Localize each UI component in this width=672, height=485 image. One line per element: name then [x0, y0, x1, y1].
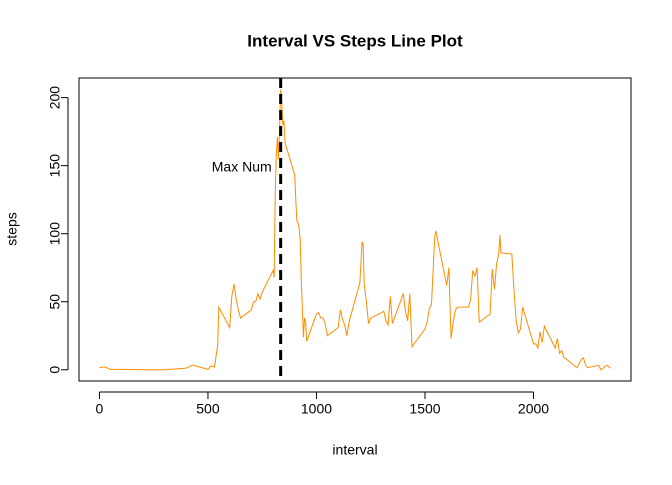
chart-title: Interval VS Steps Line Plot: [247, 31, 463, 50]
x-tick-label: 500: [196, 401, 220, 417]
x-tick-label: 1000: [301, 401, 332, 417]
plot-box: [78, 77, 632, 382]
max-label: Max Num: [212, 159, 272, 175]
y-tick-label: 50: [47, 294, 63, 310]
y-tick-label: 0: [47, 366, 63, 374]
x-tick-label: 1500: [409, 401, 440, 417]
y-axis-label: steps: [4, 212, 20, 245]
x-tick-label: 0: [96, 401, 104, 417]
x-tick-label: 2000: [518, 401, 549, 417]
y-tick-label: 150: [47, 154, 63, 178]
y-tick-label: 100: [47, 222, 63, 246]
x-axis-label: interval: [332, 442, 377, 458]
data-line: [99, 89, 611, 371]
y-tick-label: 200: [47, 86, 63, 110]
